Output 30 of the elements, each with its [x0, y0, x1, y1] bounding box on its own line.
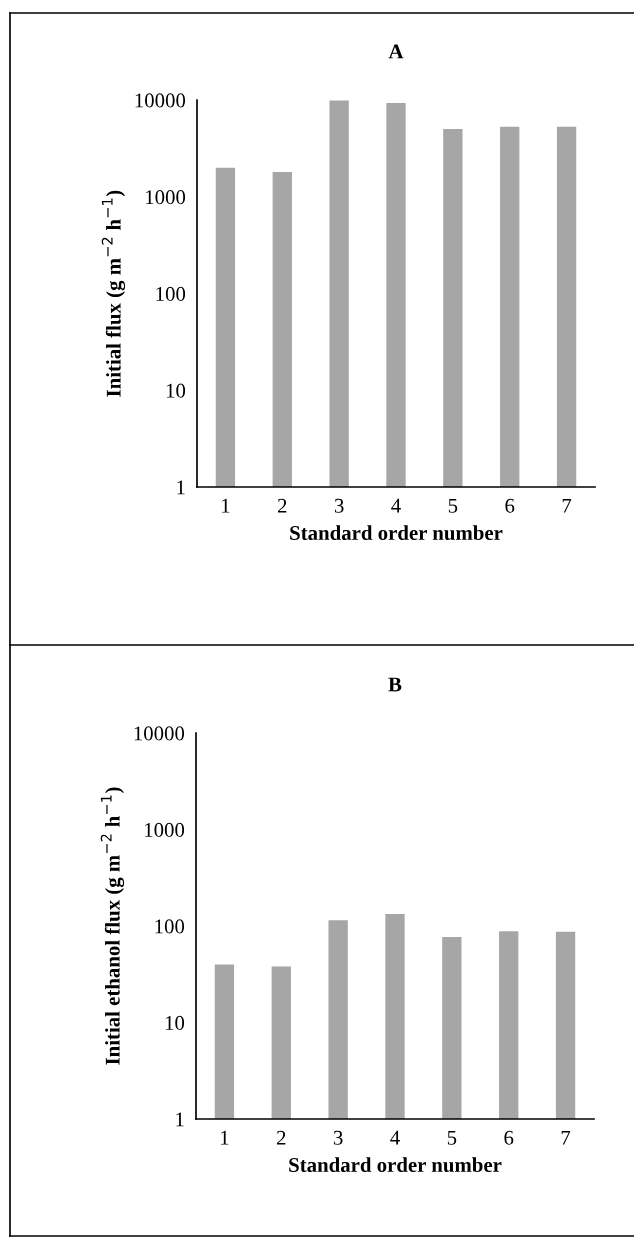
y-tick-label: 100: [155, 919, 185, 934]
chart-title: A: [388, 44, 404, 59]
x-tick-label: 2: [276, 1130, 286, 1145]
y-tick-label: 1000: [145, 822, 185, 837]
y-tick-label: 100: [156, 286, 186, 301]
x-tick-label: 1: [221, 1130, 229, 1145]
y-tick-label: 1: [177, 480, 185, 495]
x-tick-label: 7: [561, 1130, 571, 1145]
y-tick-label: 10000: [135, 93, 186, 108]
y-tick-label: 1: [176, 1112, 184, 1127]
x-tick-label: 3: [333, 1130, 343, 1145]
x-tick-label: 3: [334, 498, 344, 513]
y-tick-label: 10000: [134, 726, 185, 741]
x-tick-label: 7: [562, 498, 572, 513]
x-tick-label: 5: [448, 498, 458, 513]
y-tick-label: 10: [165, 1015, 185, 1030]
y-tick-label: 1000: [146, 190, 186, 205]
y-axis-title: Initial flux (g m$^{−2}$ h$^{−1}$): [101, 190, 126, 397]
x-tick-label: 2: [277, 498, 287, 513]
x-axis-title: Standard order number: [289, 1157, 502, 1173]
x-tick-label: 6: [504, 1130, 514, 1145]
x-tick-label: 1: [222, 498, 230, 513]
x-axis-title: Standard order number: [290, 525, 503, 541]
y-tick-label: 10: [166, 383, 186, 398]
x-tick-label: 4: [391, 498, 401, 513]
x-tick-label: 6: [505, 498, 515, 513]
x-tick-label: 4: [390, 1130, 400, 1145]
x-tick-label: 5: [447, 1130, 457, 1145]
y-axis-title: Initial ethanol flux (g m$^{−2}$ h$^{−1}$): [100, 787, 125, 1065]
chart-title: B: [388, 677, 402, 692]
